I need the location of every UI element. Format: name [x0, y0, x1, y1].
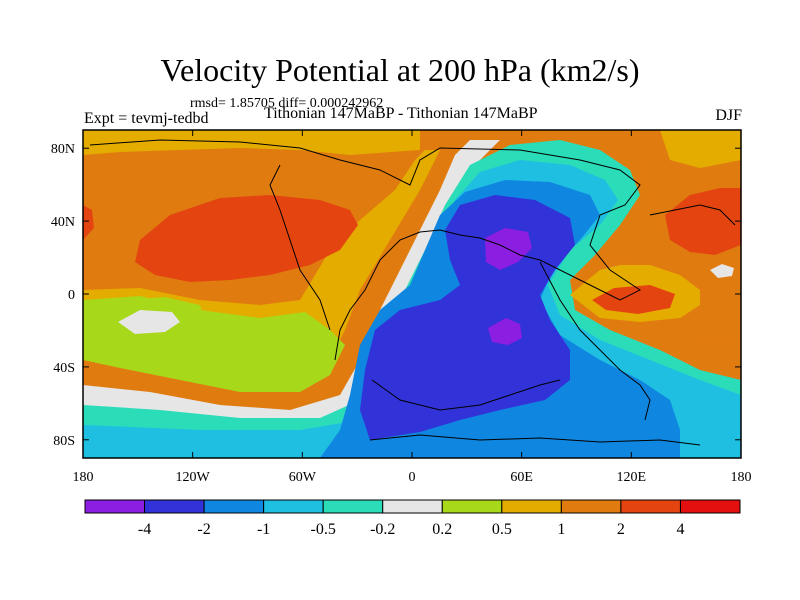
colorbar-box: [382, 499, 443, 514]
colorbar-box: [501, 499, 562, 514]
x-tick-label: 120E: [617, 470, 647, 485]
region-minimum-south: [488, 318, 522, 345]
region-east-neutral-pocket: [710, 264, 734, 278]
x-tick-label: 60E: [510, 470, 533, 485]
region-east-core: [665, 188, 741, 255]
x-tick-label: 120W: [176, 470, 211, 485]
coastline-antarctica: [369, 434, 701, 446]
colorbar-label: -1: [257, 521, 270, 538]
colorbar-box: [203, 499, 265, 514]
colorbar-box: [441, 499, 503, 514]
coastlines: [89, 139, 736, 446]
colorbar-label: -0.2: [370, 521, 395, 538]
y-tick-label: 80N: [51, 142, 75, 157]
colorbar-box: [560, 499, 622, 514]
chart-title: Velocity Potential at 200 hPa (km2/s): [160, 52, 640, 88]
colorbar-box: [84, 499, 146, 514]
colorbar-box: [263, 499, 324, 514]
y-tick-label: 40S: [53, 361, 75, 376]
x-tick-label: 180: [73, 470, 94, 485]
y-tick-label: 0: [68, 288, 75, 303]
colorbar-box: [620, 499, 681, 514]
y-tick-label: 40N: [51, 215, 75, 230]
colorbar-label: 2: [617, 521, 625, 538]
colorbar-box: [322, 499, 384, 514]
colorbar-label: 0.5: [492, 521, 512, 538]
colorbar: [84, 499, 741, 514]
colorbar-box: [144, 499, 205, 514]
axis-ticks: [82, 130, 742, 458]
subtitle: Tithonian 147MaBP - Tithonian 147MaBP: [264, 105, 538, 122]
x-tick-label: 0: [409, 470, 416, 485]
y-axis-labels: 80N 40N 0 40S 80S: [51, 142, 75, 449]
colorbar-label: 0.2: [432, 521, 452, 538]
region-neutral-pocket: [118, 310, 180, 334]
stats-text: rmsd= 1.85705 diff= 0.000242962: [190, 96, 384, 111]
region-east-core-repeat: [592, 285, 675, 314]
velocity-potential-field: [83, 130, 741, 458]
coastline-south: [371, 379, 561, 411]
x-axis-labels: 180 120W 60W 0 60E 120E 180: [73, 470, 752, 485]
colorbar-label: -0.5: [311, 521, 336, 538]
colorbar-label: 1: [557, 521, 565, 538]
region-gold-north: [83, 130, 420, 155]
coastline-north: [89, 139, 641, 361]
coastline-east-north: [649, 204, 736, 226]
y-tick-label: 80S: [53, 434, 75, 449]
colorbar-label: -4: [138, 521, 151, 538]
region-west-edge-core: [83, 205, 94, 240]
colorbar-box: [679, 499, 741, 514]
x-tick-label: 60W: [289, 470, 317, 485]
region-east-gold-top: [660, 130, 741, 168]
x-tick-label: 180: [731, 470, 752, 485]
colorbar-labels: -4 -2 -1 -0.5 -0.2 0.2 0.5 1 2 4: [138, 521, 685, 538]
season-label: DJF: [715, 107, 742, 124]
colorbar-label: 4: [676, 521, 684, 538]
coastline-west: [269, 164, 331, 331]
colorbar-label: -2: [197, 521, 210, 538]
region-west-core: [135, 195, 358, 282]
coastline-east: [539, 261, 651, 421]
experiment-label: Expt = tevmj-tedbd: [84, 110, 209, 127]
